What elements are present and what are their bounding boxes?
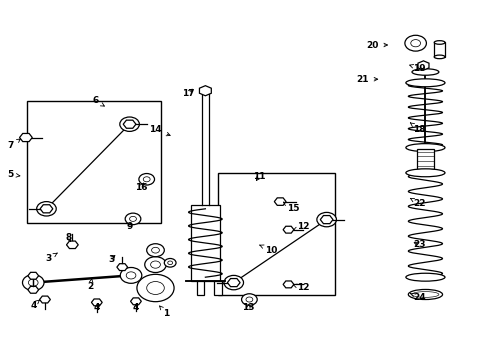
Ellipse shape (433, 41, 444, 44)
Circle shape (37, 202, 56, 216)
Text: 9: 9 (126, 222, 133, 231)
Bar (416, 149, 433, 169)
Circle shape (139, 174, 154, 185)
Ellipse shape (433, 55, 444, 59)
Circle shape (28, 279, 38, 286)
Circle shape (150, 261, 160, 268)
Ellipse shape (405, 79, 444, 87)
Circle shape (316, 212, 336, 227)
Circle shape (42, 206, 51, 212)
Text: 21: 21 (356, 75, 377, 84)
Ellipse shape (405, 273, 444, 281)
Text: 19: 19 (409, 64, 425, 73)
Text: 3: 3 (108, 255, 115, 264)
Text: 23: 23 (412, 240, 425, 249)
Text: 4: 4 (30, 300, 40, 310)
Text: 20: 20 (366, 40, 386, 49)
Text: 7: 7 (7, 139, 20, 150)
Text: 6: 6 (92, 96, 104, 106)
Ellipse shape (405, 144, 444, 152)
Text: 12: 12 (293, 284, 309, 292)
Circle shape (125, 213, 141, 225)
Text: 2: 2 (87, 279, 93, 291)
Text: 10: 10 (259, 245, 277, 255)
Text: 4: 4 (93, 303, 100, 312)
Text: 3: 3 (46, 253, 57, 263)
Text: 4: 4 (132, 303, 139, 312)
Circle shape (129, 216, 136, 221)
Bar (196, 281, 204, 295)
Circle shape (120, 267, 142, 283)
Bar (190, 205, 220, 281)
Text: 15: 15 (283, 202, 299, 213)
Text: 12: 12 (293, 222, 309, 231)
Bar (217, 173, 334, 295)
Text: 16: 16 (134, 183, 147, 192)
Circle shape (22, 275, 44, 291)
Circle shape (146, 282, 164, 294)
Circle shape (322, 216, 330, 223)
Circle shape (137, 274, 174, 302)
Bar (214, 281, 222, 295)
Text: 18: 18 (409, 123, 425, 134)
Text: 22: 22 (409, 198, 425, 208)
Circle shape (125, 121, 134, 127)
Text: 1: 1 (159, 306, 169, 318)
Ellipse shape (411, 69, 438, 75)
Text: 24: 24 (409, 292, 425, 302)
Circle shape (143, 177, 150, 182)
Text: 14: 14 (149, 125, 170, 136)
Circle shape (164, 258, 176, 267)
Ellipse shape (411, 292, 438, 297)
Circle shape (120, 117, 139, 131)
Circle shape (144, 257, 166, 273)
Text: 11: 11 (252, 172, 265, 181)
Circle shape (224, 275, 243, 290)
Ellipse shape (405, 169, 444, 177)
Circle shape (167, 261, 172, 265)
Circle shape (126, 272, 136, 279)
Circle shape (146, 244, 164, 257)
Circle shape (404, 35, 426, 51)
Bar (433, 42, 444, 57)
Text: 17: 17 (182, 89, 194, 98)
Circle shape (241, 294, 257, 305)
Text: 5: 5 (8, 170, 20, 179)
Ellipse shape (407, 289, 442, 300)
Circle shape (245, 297, 252, 302)
Text: 8: 8 (65, 233, 71, 242)
Circle shape (229, 279, 238, 286)
Circle shape (151, 247, 159, 253)
Text: 13: 13 (242, 303, 254, 312)
Circle shape (410, 40, 420, 47)
Bar (27, 101, 161, 223)
